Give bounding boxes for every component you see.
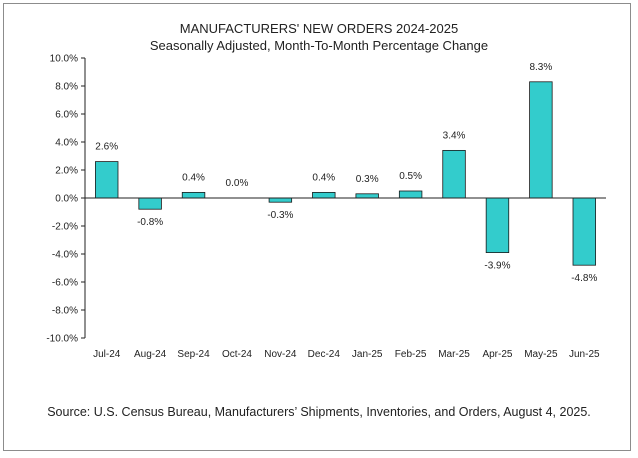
chart-subtitle: Seasonally Adjusted, Month-To-Month Perc… — [149, 38, 489, 53]
x-tick-label: May-25 — [524, 349, 558, 360]
data-label: -3.9% — [484, 261, 510, 272]
y-tick-label: -8.0% — [52, 306, 78, 317]
data-label: 0.5% — [399, 171, 422, 182]
bar — [95, 161, 119, 199]
data-label: 0.3% — [356, 174, 379, 185]
bar — [181, 191, 206, 199]
y-tick-label: -6.0% — [52, 278, 78, 289]
x-tick-label: Oct-24 — [222, 349, 252, 360]
x-tick-label: Jan-25 — [352, 349, 383, 360]
data-label: -0.3% — [267, 210, 293, 221]
x-tick-label: Jul-24 — [93, 349, 121, 360]
x-tick-label: Dec-24 — [308, 349, 341, 360]
y-tick-label: -2.0% — [52, 222, 78, 233]
y-tick-label: 6.0% — [55, 110, 78, 121]
x-tick-label: Jun-25 — [569, 349, 600, 360]
bar — [572, 197, 596, 266]
bar — [398, 190, 423, 199]
data-label: 0.4% — [312, 172, 335, 183]
data-label: 3.4% — [443, 130, 466, 141]
data-label: 0.4% — [182, 172, 205, 183]
bar — [268, 197, 293, 203]
bar — [355, 193, 379, 199]
x-tick-label: Mar-25 — [438, 349, 470, 360]
x-tick-label: Sep-24 — [177, 349, 210, 360]
y-tick-label: 2.0% — [55, 166, 78, 177]
data-label: -4.8% — [571, 273, 597, 284]
y-tick-label: 0.0% — [55, 194, 78, 205]
x-tick-label: Aug-24 — [134, 349, 167, 360]
data-label: 8.3% — [529, 62, 552, 73]
y-tick-label: -10.0% — [46, 334, 78, 345]
chart-title: MANUFACTURERS' NEW ORDERS 2024-2025 — [179, 21, 459, 36]
y-tick-label: 10.0% — [50, 54, 78, 65]
bar — [442, 149, 466, 199]
x-tick-label: Nov-24 — [264, 349, 297, 360]
y-tick-label: 8.0% — [55, 82, 78, 93]
bar — [529, 81, 553, 199]
x-tick-label: Apr-25 — [482, 349, 512, 360]
bar — [138, 197, 162, 210]
bar — [312, 191, 336, 199]
chart-frame — [3, 3, 631, 451]
bar — [485, 197, 510, 253]
data-label: 0.0% — [226, 178, 249, 189]
x-tick-label: Feb-25 — [395, 349, 427, 360]
data-label: -0.8% — [137, 217, 163, 228]
data-label: 2.6% — [95, 142, 118, 153]
y-tick-label: -4.0% — [52, 250, 78, 261]
source-note: Source: U.S. Census Bureau, Manufacturer… — [47, 405, 591, 419]
y-tick-label: 4.0% — [55, 138, 78, 149]
